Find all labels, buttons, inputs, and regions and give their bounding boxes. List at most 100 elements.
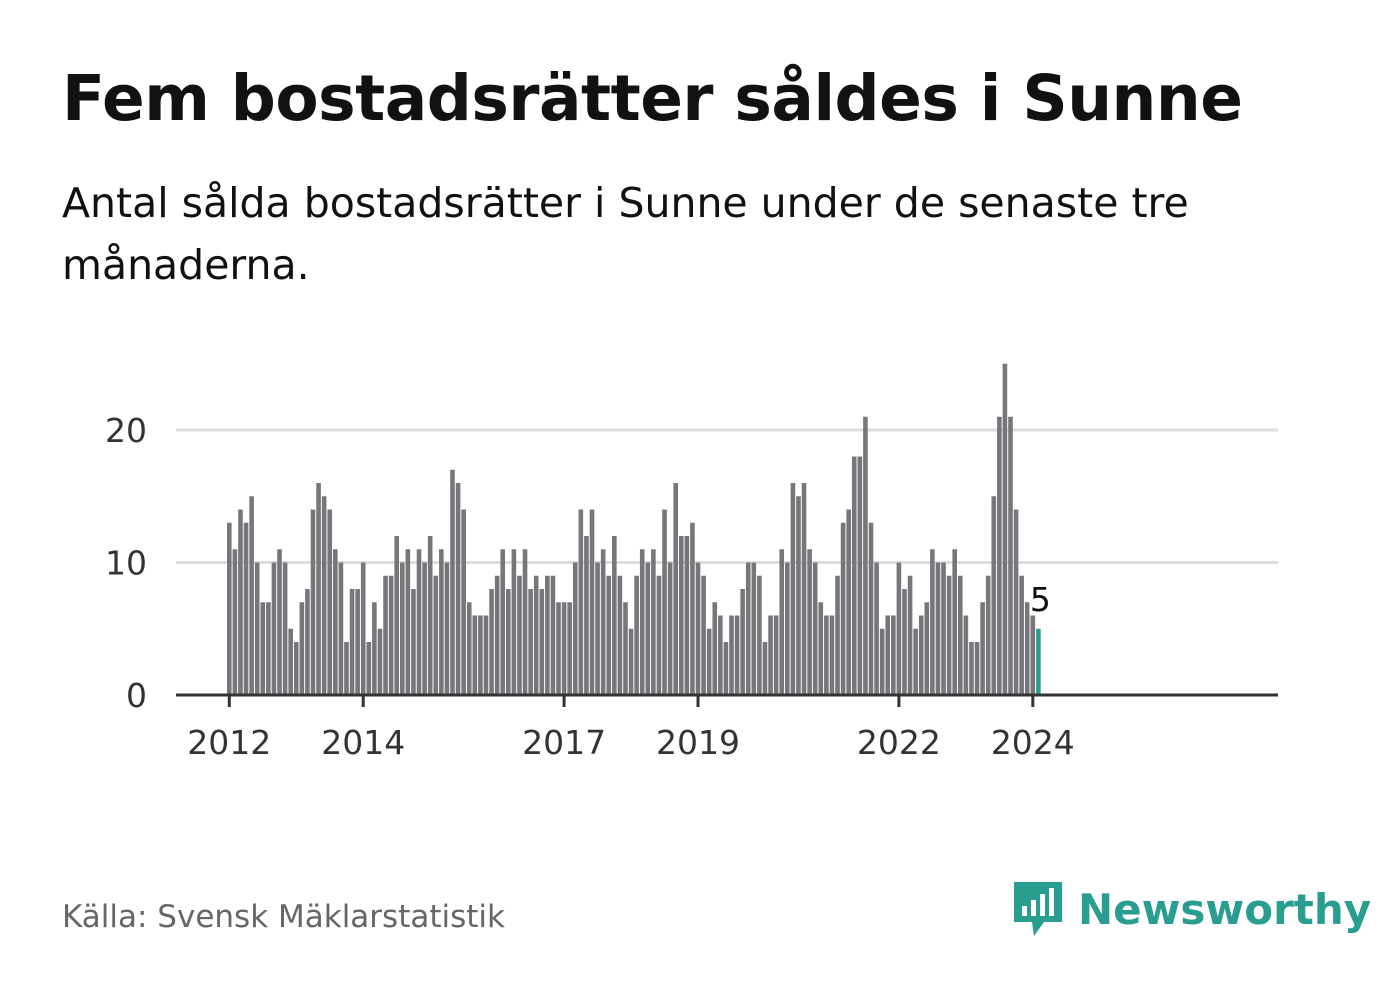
bar xyxy=(450,469,455,695)
bar xyxy=(455,483,461,695)
bar xyxy=(785,562,790,695)
bar xyxy=(1019,575,1024,695)
chart-title: Fem bostadsrätter såldes i Sunne xyxy=(62,62,1243,135)
bar xyxy=(360,562,366,695)
bar xyxy=(634,575,639,695)
bar xyxy=(478,615,483,695)
annotation: 5 xyxy=(1027,577,1054,622)
bar xyxy=(678,536,684,695)
bar xyxy=(790,483,796,695)
y-tick-label: 10 xyxy=(105,544,147,583)
x-tick-label: 2019 xyxy=(656,723,740,762)
bar xyxy=(439,549,444,695)
bar xyxy=(974,642,980,695)
bar xyxy=(427,536,433,695)
x-tick-label: 2024 xyxy=(991,723,1075,762)
bar xyxy=(796,496,801,695)
bar xyxy=(227,522,232,695)
bar xyxy=(550,575,556,695)
bar xyxy=(935,562,941,695)
y-tick-label: 20 xyxy=(105,411,147,450)
bar xyxy=(930,549,935,695)
bar xyxy=(266,602,271,695)
bar xyxy=(612,536,617,695)
bar xyxy=(751,562,757,695)
bar xyxy=(1002,363,1008,695)
bar xyxy=(891,615,896,695)
bar xyxy=(706,628,712,695)
bar xyxy=(757,575,762,695)
bar xyxy=(851,456,857,695)
bar xyxy=(293,642,299,695)
newsworthy-logo-icon xyxy=(1014,882,1062,936)
bar xyxy=(249,496,254,695)
bar xyxy=(461,509,466,695)
bar xyxy=(623,602,628,695)
bar xyxy=(946,575,952,695)
bar xyxy=(628,628,634,695)
bar xyxy=(305,589,310,695)
bar xyxy=(344,642,349,695)
bar xyxy=(745,562,751,695)
bar xyxy=(299,602,305,695)
bar xyxy=(595,562,600,695)
bar xyxy=(835,575,840,695)
bar xyxy=(807,549,812,695)
bar xyxy=(997,416,1002,695)
bar xyxy=(545,575,550,695)
bar xyxy=(857,456,863,695)
y-tick-label: 0 xyxy=(126,676,147,715)
bar xyxy=(779,549,785,695)
gridlines xyxy=(176,428,1278,564)
bar xyxy=(874,562,879,695)
bar xyxy=(372,602,377,695)
bar xyxy=(349,589,355,695)
bar xyxy=(589,509,595,695)
bar xyxy=(695,562,701,695)
bar xyxy=(879,628,885,695)
x-axis-ticks: 2012 2014 2017 2019 2022 2024 xyxy=(187,695,1075,762)
source-note: Källa: Svensk Mäklarstatistik xyxy=(62,899,505,935)
bar xyxy=(238,509,243,695)
bar xyxy=(433,575,439,695)
bar xyxy=(969,642,974,695)
bar xyxy=(277,549,282,695)
bar xyxy=(288,628,293,695)
x-tick-label: 2014 xyxy=(321,723,405,762)
bar xyxy=(533,575,539,695)
bar xyxy=(321,496,327,695)
bar xyxy=(405,549,411,695)
bar xyxy=(824,615,829,695)
bar xyxy=(232,549,238,695)
bar xyxy=(600,549,606,695)
bar xyxy=(489,589,494,695)
bar xyxy=(399,562,405,695)
bar xyxy=(377,628,383,695)
bar xyxy=(517,575,522,695)
bar xyxy=(980,602,985,695)
bar xyxy=(472,615,478,695)
bar xyxy=(818,602,824,695)
bar xyxy=(254,562,260,695)
latest-value-label: 5 xyxy=(1030,580,1051,619)
bar xyxy=(712,602,718,695)
bar xyxy=(617,575,623,695)
bar xyxy=(1013,509,1019,695)
bar xyxy=(282,562,288,695)
bar xyxy=(260,602,266,695)
bar xyxy=(740,589,745,695)
bar xyxy=(383,575,388,695)
bar xyxy=(662,509,667,695)
bar xyxy=(528,589,533,695)
bar xyxy=(846,509,851,695)
bar xyxy=(924,602,930,695)
chart-subtitle: Antal sålda bostadsrätter i Sunne under … xyxy=(62,179,1189,289)
bar xyxy=(734,615,740,695)
bar xyxy=(1024,602,1030,695)
bar xyxy=(656,575,662,695)
bar xyxy=(366,642,372,695)
bar xyxy=(394,536,399,695)
bar xyxy=(556,602,561,695)
bar xyxy=(812,562,818,695)
